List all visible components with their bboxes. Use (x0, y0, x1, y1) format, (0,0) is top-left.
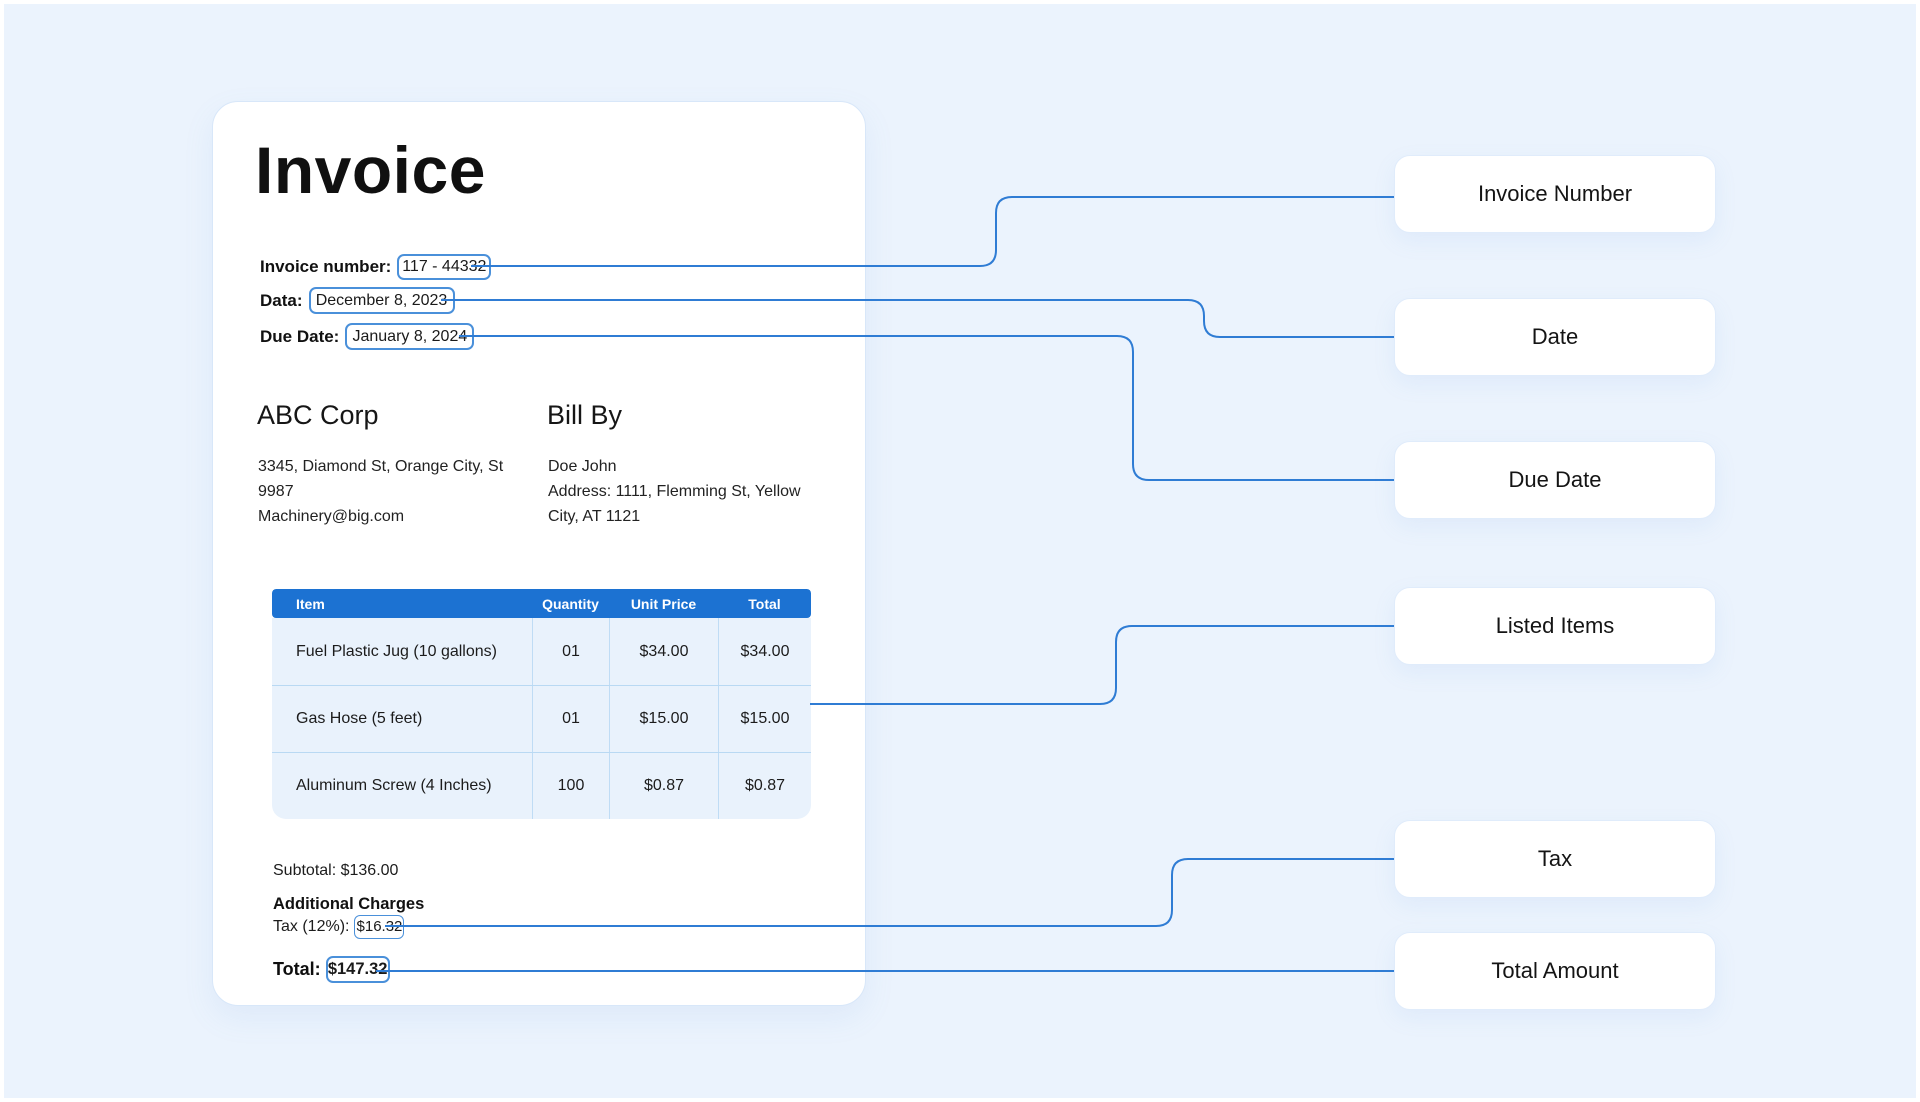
item-unit-price: $0.87 (609, 753, 718, 819)
total-value: $147.32 (325, 955, 390, 983)
tax-row: Tax (12%): $16.32 (273, 914, 405, 939)
item-name: Fuel Plastic Jug (10 gallons) (296, 642, 497, 660)
invoice-date-row: Data: December 8, 2023 (260, 287, 455, 314)
total-label: Total: (273, 958, 321, 979)
subtotal-text: Subtotal: $136.00 (273, 862, 399, 879)
label-tax: Tax (1394, 820, 1716, 898)
invoice-number-row: Invoice number: 117 - 44332 (260, 253, 492, 280)
item-name: Aluminum Screw (4 Inches) (296, 777, 492, 794)
col-header-unit-price: Unit Price (630, 595, 697, 612)
item-unit-price: $15.00 (609, 686, 718, 752)
tax-value: $16.32 (354, 914, 405, 939)
connector-listed-items (810, 625, 1396, 705)
seller-email: Machinery@big.com (258, 508, 405, 525)
table-row: Aluminum Screw (4 Inches) 100 $0.87 $0.8… (272, 752, 811, 819)
item-name: Gas Hose (5 feet) (296, 710, 423, 727)
tax-label: Tax (12%): (273, 917, 350, 935)
items-table-body: Fuel Plastic Jug (10 gallons) 01 $34.00 … (272, 618, 811, 819)
item-quantity: 01 (532, 686, 609, 752)
invoice-due-date-value: January 8, 2024 (345, 323, 475, 350)
item-quantity: 01 (532, 618, 609, 685)
items-table: Item Quantity Unit Price Total Fuel Plas… (272, 589, 811, 819)
label-total-amount: Total Amount (1394, 932, 1716, 1010)
item-quantity: 100 (532, 753, 609, 819)
seller-address: 3345, Diamond St, Orange City, St 9987 (258, 458, 504, 500)
label-listed-items: Listed Items (1394, 587, 1716, 665)
seller-name: ABC Corp (257, 400, 379, 430)
invoice-due-date-label: Due Date: (260, 326, 340, 346)
col-header-quantity: Quantity (542, 595, 599, 612)
item-total: $15.00 (718, 686, 811, 752)
bill-by-heading: Bill By (547, 400, 623, 430)
table-row: Fuel Plastic Jug (10 gallons) 01 $34.00 … (272, 618, 811, 685)
table-row: Gas Hose (5 feet) 01 $15.00 $15.00 (272, 685, 811, 752)
buyer-address: Address: 1111, Flemming St, Yellow City,… (548, 483, 801, 525)
invoice-number-label: Invoice number: (260, 256, 392, 276)
additional-charges-heading: Additional Charges (273, 895, 425, 913)
items-table-header: Item Quantity Unit Price Total (272, 589, 811, 618)
total-row: Total: $147.32 (273, 955, 390, 983)
item-total: $34.00 (718, 618, 811, 685)
label-due-date: Due Date (1394, 441, 1716, 519)
item-unit-price: $34.00 (609, 618, 718, 685)
invoice-title: Invoice (255, 133, 486, 207)
seller-address-block: 3345, Diamond St, Orange City, St 9987 M… (258, 454, 508, 529)
invoice-date-label: Data: (260, 290, 303, 310)
invoice-number-value: 117 - 44332 (397, 253, 492, 280)
invoice-card: Invoice Invoice number: 117 - 44332 Data… (212, 101, 866, 1006)
buyer-name: Doe John (548, 458, 617, 475)
label-invoice-number: Invoice Number (1394, 155, 1716, 233)
invoice-date-value: December 8, 2023 (308, 287, 455, 314)
col-header-item: Item (296, 595, 325, 612)
col-header-total: Total (748, 595, 781, 612)
invoice-due-date-row: Due Date: January 8, 2024 (260, 323, 475, 350)
label-date: Date (1394, 298, 1716, 376)
item-total: $0.87 (718, 753, 811, 819)
buyer-address-block: Doe John Address: 1111, Flemming St, Yel… (548, 454, 810, 529)
